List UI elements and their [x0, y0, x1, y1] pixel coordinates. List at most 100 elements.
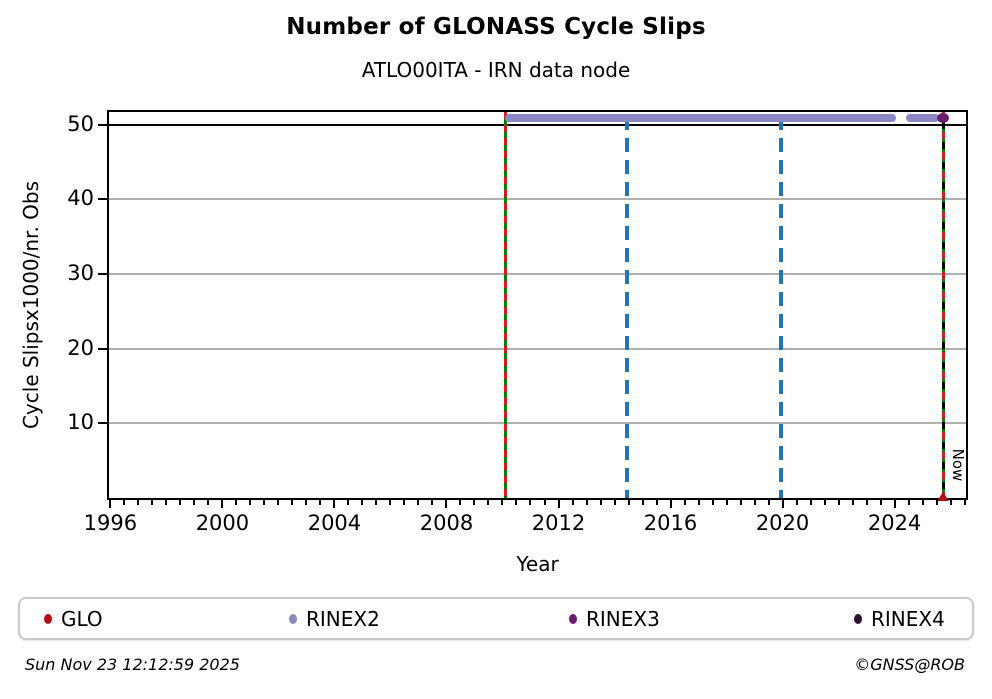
x-minor-tick-2015 — [641, 500, 644, 505]
x-tick-label-2000: 2000 — [195, 511, 250, 535]
gridline-y30 — [109, 273, 966, 275]
x-minor-tick-2019.5 — [767, 500, 770, 505]
y-axis-ticks — [98, 110, 107, 500]
gridline-y10 — [109, 422, 966, 425]
x-minor-tick-2009 — [473, 500, 476, 505]
gridline-y20 — [109, 347, 966, 350]
x-minor-tick-2021 — [809, 500, 812, 505]
x-minor-tick-2023 — [865, 500, 868, 505]
y-tick-label-10: 10 — [67, 410, 94, 435]
copyright-credit: ©GNSS@ROB — [854, 655, 965, 674]
x-minor-tick-1998.5 — [179, 500, 182, 505]
rinex2-legend-marker-icon — [289, 613, 297, 624]
x-axis-title: Year — [516, 552, 559, 576]
x-minor-tick-2014.5 — [627, 500, 630, 505]
x-minor-tick-2010.5 — [515, 500, 518, 505]
x-major-tick-2012 — [557, 500, 560, 508]
now-annotation: Now — [949, 448, 967, 482]
x-minor-tick-2007.5 — [431, 500, 434, 505]
x-minor-tick-2017 — [697, 500, 700, 505]
x-minor-tick-2002 — [277, 500, 280, 505]
legend-label-glo: GLO — [61, 606, 103, 631]
x-tick-label-2012: 2012 — [531, 511, 586, 535]
y-tick-40 — [98, 198, 107, 201]
x-major-tick-2016 — [669, 500, 672, 508]
x-minor-tick-2012.5 — [571, 500, 574, 505]
x-tick-label-1996: 1996 — [83, 511, 138, 535]
x-minor-tick-2022.5 — [851, 500, 854, 505]
x-major-tick-2024 — [893, 500, 896, 508]
rinex3-legend-marker-icon — [569, 613, 577, 624]
x-minor-tick-2020.5 — [795, 500, 798, 505]
x-minor-tick-2022 — [837, 500, 840, 505]
x-major-tick-2020 — [781, 500, 784, 508]
legend-label-rinex3: RINEX3 — [586, 606, 660, 631]
legend-box: GLO RINEX2 RINEX3 RINEX4 — [18, 597, 974, 640]
legend-item-rinex3: RINEX3 — [569, 599, 660, 638]
y-axis-tick-labels: 10 20 30 40 50 — [34, 110, 94, 500]
x-tick-label-2004: 2004 — [307, 511, 362, 535]
x-minor-tick-2009.5 — [487, 500, 490, 505]
x-major-tick-1996 — [109, 500, 112, 508]
legend-label-rinex2: RINEX2 — [306, 606, 380, 631]
x-tick-label-2024: 2024 — [867, 511, 922, 535]
x-minor-tick-1999.5 — [207, 500, 210, 505]
x-major-tick-2008 — [445, 500, 448, 508]
legend-item-rinex2: RINEX2 — [289, 599, 380, 638]
x-minor-tick-2006.5 — [403, 500, 406, 505]
x-minor-tick-1998 — [165, 500, 168, 505]
x-major-tick-2004 — [333, 500, 336, 508]
x-minor-tick-1997 — [137, 500, 140, 505]
x-minor-tick-2024.5 — [907, 500, 910, 505]
x-minor-tick-2003 — [305, 500, 308, 505]
x-minor-tick-2001.5 — [263, 500, 266, 505]
glo-legend-marker-icon — [44, 613, 52, 624]
x-minor-tick-2023.5 — [879, 500, 882, 505]
x-minor-tick-2013.5 — [599, 500, 602, 505]
event-line-2020 — [779, 116, 784, 498]
x-minor-tick-2011.5 — [543, 500, 546, 505]
x-minor-tick-2026.5 — [963, 500, 966, 505]
event-line-2010-dashes — [503, 112, 507, 498]
plot-inner: Now — [109, 112, 967, 501]
y-tick-label-20: 20 — [67, 335, 94, 360]
y-tick-10 — [98, 422, 107, 425]
x-minor-tick-2016.5 — [683, 500, 686, 505]
x-axis-tick-labels: 1996 2000 2004 2008 2012 2016 2020 2024 — [84, 511, 968, 537]
x-minor-tick-2026 — [949, 500, 952, 505]
x-minor-tick-2025 — [921, 500, 924, 505]
x-tick-label-2016: 2016 — [643, 511, 698, 535]
x-minor-tick-2019 — [753, 500, 756, 505]
x-minor-tick-2014 — [613, 500, 616, 505]
glo-marker-0 — [937, 491, 950, 501]
x-minor-tick-1999 — [193, 500, 196, 505]
x-axis-ticks — [107, 500, 968, 510]
rinex4-legend-marker-icon — [854, 613, 862, 624]
x-minor-tick-2001 — [249, 500, 252, 505]
x-minor-tick-2005.5 — [375, 500, 378, 505]
x-minor-tick-2000.5 — [235, 500, 238, 505]
x-minor-tick-2005 — [361, 500, 364, 505]
x-tick-label-2020: 2020 — [755, 511, 810, 535]
x-major-tick-2000 — [221, 500, 224, 508]
y-tick-label-40: 40 — [67, 186, 94, 211]
x-minor-tick-2002.5 — [291, 500, 294, 505]
x-minor-tick-1997.5 — [151, 500, 154, 505]
x-tick-label-2008: 2008 — [419, 511, 474, 535]
rinex2-band-0 — [505, 113, 896, 122]
x-minor-tick-2017.5 — [711, 500, 714, 505]
plot-area: Now — [107, 110, 968, 501]
x-minor-tick-2025.5 — [935, 500, 938, 505]
y-tick-20 — [98, 347, 107, 350]
x-minor-tick-2015.5 — [655, 500, 658, 505]
legend-label-rinex4: RINEX4 — [871, 606, 945, 631]
event-line-2014 — [625, 116, 630, 498]
y-tick-50 — [98, 123, 107, 126]
x-minor-tick-2018.5 — [739, 500, 742, 505]
x-minor-tick-2006 — [389, 500, 392, 505]
rinex2-band-1 — [906, 113, 940, 122]
x-minor-tick-2008.5 — [459, 500, 462, 505]
chart-subtitle: ATLO00ITA - IRN data node — [361, 58, 631, 82]
x-minor-tick-1996.5 — [123, 500, 126, 505]
